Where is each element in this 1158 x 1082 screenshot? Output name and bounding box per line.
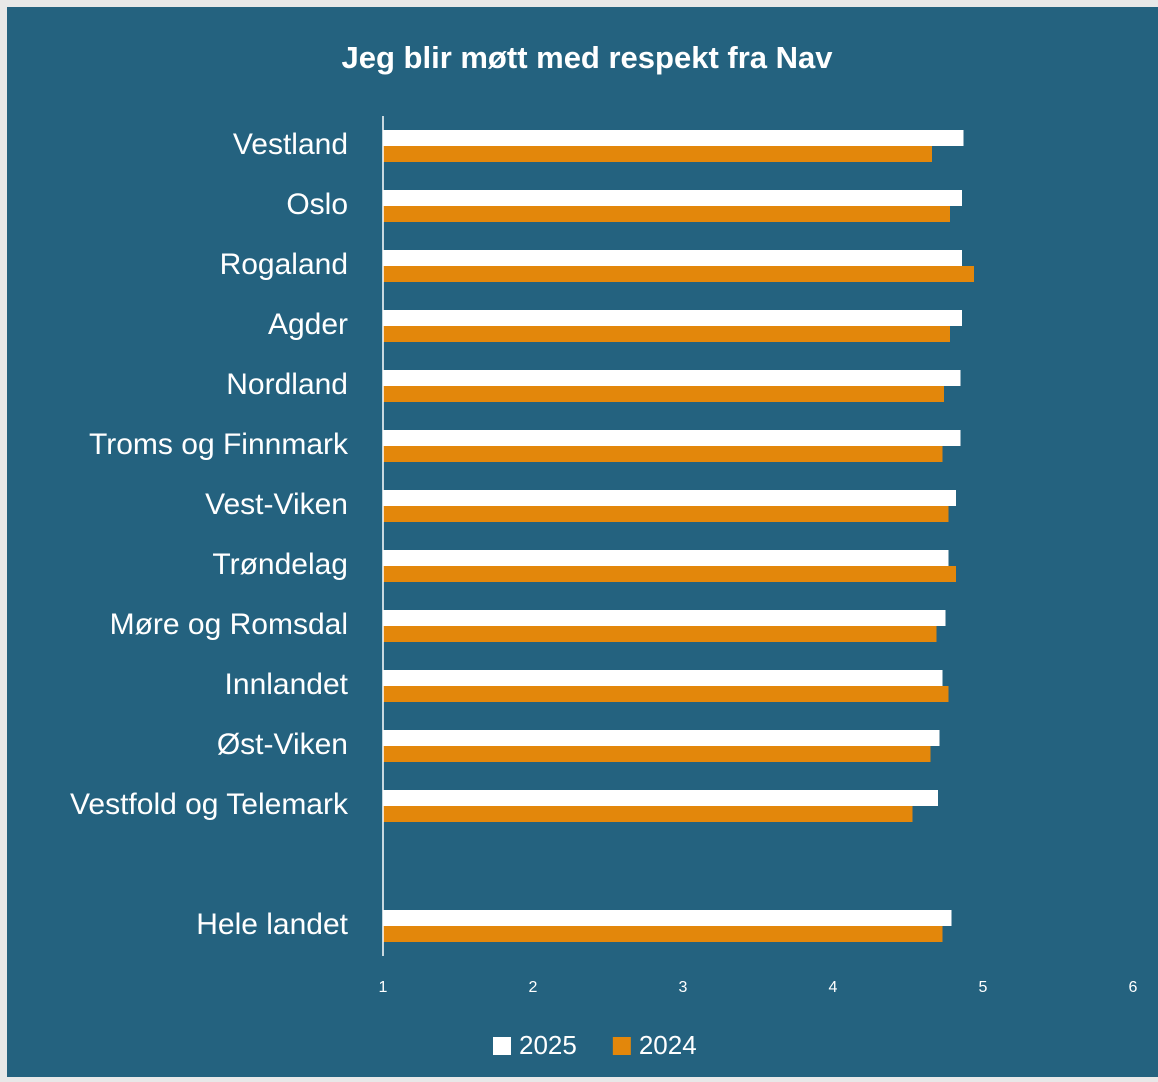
bar bbox=[383, 446, 943, 462]
chart-title: Jeg blir møtt med respekt fra Nav bbox=[342, 40, 834, 75]
bar bbox=[383, 190, 962, 206]
bar bbox=[383, 326, 950, 342]
bar bbox=[383, 266, 974, 282]
y-tick-label: Hele landet bbox=[196, 908, 348, 941]
bar bbox=[383, 910, 952, 926]
y-tick-label: Øst-Viken bbox=[217, 728, 348, 761]
bar bbox=[383, 566, 956, 582]
y-tick-label: Troms og Finnmark bbox=[89, 428, 349, 461]
y-tick-label: Agder bbox=[268, 308, 348, 341]
bar bbox=[383, 370, 961, 386]
legend-label: 2024 bbox=[639, 1030, 697, 1060]
legend-swatch bbox=[493, 1037, 511, 1055]
y-tick-label: Vestfold og Telemark bbox=[70, 788, 349, 821]
y-tick-label: Trøndelag bbox=[212, 548, 348, 581]
x-tick-label: 5 bbox=[979, 979, 988, 996]
bar bbox=[383, 310, 962, 326]
y-tick-label: Innlandet bbox=[225, 668, 349, 701]
legend-label: 2025 bbox=[519, 1030, 577, 1060]
bar bbox=[383, 146, 932, 162]
bar bbox=[383, 806, 913, 822]
x-tick-label: 6 bbox=[1129, 979, 1138, 996]
bar bbox=[383, 610, 946, 626]
bar bbox=[383, 386, 944, 402]
x-tick-label: 1 bbox=[379, 979, 388, 996]
bar bbox=[383, 130, 964, 146]
x-tick-label: 4 bbox=[829, 979, 838, 996]
bar bbox=[383, 490, 956, 506]
bar bbox=[383, 670, 943, 686]
bar bbox=[383, 626, 937, 642]
y-tick-label: Oslo bbox=[286, 188, 348, 221]
legend-swatch bbox=[612, 1037, 631, 1055]
bar bbox=[383, 730, 940, 746]
x-tick-label: 2 bbox=[529, 979, 538, 996]
bar bbox=[383, 250, 962, 266]
background bbox=[7, 7, 1158, 1077]
x-tick-label: 3 bbox=[679, 979, 688, 996]
y-tick-label: Nordland bbox=[226, 368, 348, 401]
bar bbox=[383, 550, 949, 566]
bar bbox=[383, 686, 949, 702]
bar bbox=[383, 206, 950, 222]
bar bbox=[383, 506, 949, 522]
y-tick-label: Vest-Viken bbox=[205, 488, 348, 521]
bar bbox=[383, 430, 961, 446]
bar bbox=[383, 926, 943, 942]
y-tick-label: Vestland bbox=[233, 128, 348, 161]
y-tick-label: Rogaland bbox=[220, 248, 348, 281]
bar bbox=[383, 790, 938, 806]
bar bbox=[383, 746, 931, 762]
y-tick-label: Møre og Romsdal bbox=[110, 608, 348, 641]
